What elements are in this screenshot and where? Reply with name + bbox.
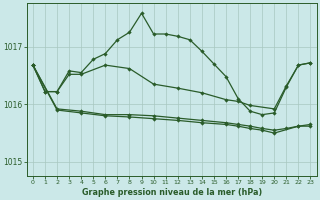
X-axis label: Graphe pression niveau de la mer (hPa): Graphe pression niveau de la mer (hPa) <box>82 188 262 197</box>
